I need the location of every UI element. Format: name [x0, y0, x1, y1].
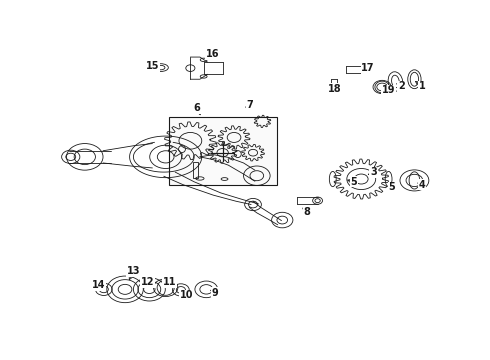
Text: 1: 1: [418, 81, 425, 91]
Text: 11: 11: [163, 277, 176, 287]
Text: 4: 4: [418, 180, 425, 190]
Text: 2: 2: [398, 81, 405, 91]
Text: 13: 13: [126, 266, 140, 276]
Text: 16: 16: [206, 49, 219, 59]
Text: 18: 18: [328, 84, 342, 94]
Text: 9: 9: [212, 288, 219, 298]
Text: 7: 7: [246, 100, 253, 110]
Text: 10: 10: [180, 291, 194, 301]
Text: 15: 15: [146, 61, 159, 71]
Text: 3: 3: [370, 167, 377, 177]
Text: 17: 17: [361, 63, 375, 73]
Bar: [170, 117, 277, 185]
Text: 14: 14: [92, 280, 105, 290]
Bar: [194, 162, 198, 177]
Text: 5: 5: [350, 177, 357, 187]
Text: 5: 5: [388, 183, 395, 192]
Text: 6: 6: [194, 103, 200, 113]
Text: 12: 12: [141, 277, 154, 287]
Text: 19: 19: [382, 85, 395, 95]
Text: 8: 8: [303, 207, 310, 217]
